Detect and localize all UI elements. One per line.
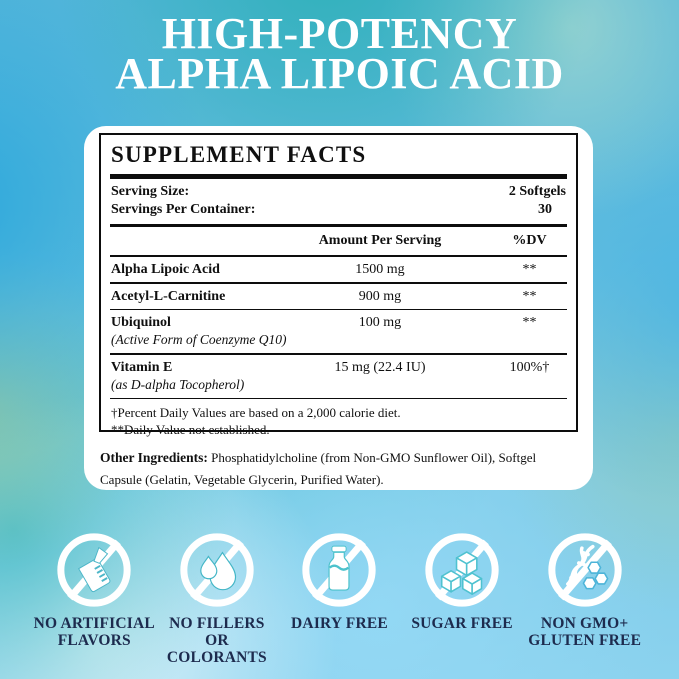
serving-info: Serving Size: 2 Softgels Servings Per Co… [110, 179, 567, 224]
badge-label: SUGAR FREE [411, 615, 513, 632]
milk-bottle-crossed-icon [302, 533, 377, 607]
badge-dairy-free: DAIRY FREE [278, 531, 401, 666]
table-row: Vitamin E 15 mg (22.4 IU) 100%† (as D-al… [110, 355, 567, 398]
divider-medium [110, 224, 567, 227]
footnote-daily-values: †Percent Daily Values are based on a 2,0… [111, 405, 401, 420]
divider-thin [110, 308, 567, 310]
ingredient-subtext: (as D-alpha Tocopherol) [111, 376, 245, 392]
divider-thick [110, 174, 567, 179]
serving-size-row: Serving Size: 2 Softgels [111, 183, 566, 201]
other-ingredients-text: Phosphatidylcholine (from Non-GMO Sunflo… [100, 450, 537, 487]
badge-sugar-free: SUGAR FREE [401, 531, 524, 666]
servings-per-container-row: Servings Per Container: 30 [111, 201, 566, 219]
ingredient-dv: ** [522, 315, 537, 330]
column-header-row: Amount Per Serving %DV [110, 227, 567, 255]
ingredient-amount: 1500 mg [355, 262, 405, 277]
sugar-cubes-crossed-icon [425, 533, 499, 607]
feature-badges-row: NO ARTIFICIAL FLAVORS NO FILLERS OR COLO… [33, 531, 646, 666]
supplement-facts-card: SUPPLEMENT FACTS Serving Size: 2 Softgel… [84, 126, 593, 490]
ingredient-name: Ubiquinol [111, 315, 171, 330]
ingredient-name: Alpha Lipoic Acid [111, 262, 220, 277]
divider-thin [110, 397, 567, 399]
divider-medium [110, 254, 567, 257]
footnotes: †Percent Daily Values are based on a 2,0… [110, 399, 567, 442]
ingredient-dv: 100%† [509, 359, 550, 375]
ingredient-subtext: (Active Form of Coenzyme Q10) [111, 332, 287, 347]
divider-thin [110, 282, 567, 284]
ingredient-name: Vitamin E [111, 359, 173, 375]
column-spacer [110, 233, 268, 249]
product-title: HIGH-POTENCY ALPHA LIPOIC ACID [0, 9, 679, 98]
other-ingredients: Other Ingredients: Phosphatidylcholine (… [84, 438, 593, 491]
ingredient-amount: 15 mg (22.4 IU) [334, 359, 426, 375]
column-dv: %DV [512, 232, 547, 248]
ingredient-amount: 900 mg [358, 288, 402, 304]
serving-size-label: Serving Size: [111, 184, 190, 199]
column-amount-per-serving: Amount Per Serving [318, 232, 442, 248]
serving-size-value: 2 Softgels [508, 184, 566, 199]
table-row: Alpha Lipoic Acid 1500 mg ** [110, 257, 567, 282]
facts-heading: SUPPLEMENT FACTS [111, 142, 367, 167]
table-row: Acetyl-L-Carnitine 900 mg ** [110, 284, 567, 309]
badge-no-fillers-or-colorants: NO FILLERS OR COLORANTS [156, 531, 279, 666]
footnote-dv-not-established: **Daily Value not established. [111, 422, 270, 437]
servings-per-container-label: Servings Per Container: [111, 202, 256, 217]
badge-label: DAIRY FREE [291, 615, 388, 632]
badge-label: NO ARTIFICIAL FLAVORS [33, 615, 155, 649]
other-ingredients-label: Other Ingredients: [100, 450, 208, 465]
droplets-crossed-icon [180, 533, 254, 607]
dna-gluten-crossed-icon [548, 533, 622, 607]
measuring-cup-crossed-icon [57, 533, 131, 607]
ingredient-amount: 100 mg [358, 315, 402, 330]
badge-label: NO FILLERS OR COLORANTS [166, 615, 267, 666]
badge-no-artificial-flavors: NO ARTIFICIAL FLAVORS [33, 531, 156, 666]
ingredient-dv: ** [522, 288, 537, 304]
product-title-line2: ALPHA LIPOIC ACID [115, 49, 564, 98]
badge-non-gmo-gluten-free: NON GMO+ GLUTEN FREE [523, 531, 646, 666]
supplement-facts-panel: SUPPLEMENT FACTS Serving Size: 2 Softgel… [99, 133, 578, 437]
ingredient-dv: ** [522, 262, 537, 277]
ingredient-name: Acetyl-L-Carnitine [111, 288, 226, 304]
table-row: Ubiquinol 100 mg ** (Active Form of Coen… [110, 310, 567, 353]
badge-label: NON GMO+ GLUTEN FREE [528, 615, 642, 649]
product-title-line1: HIGH-POTENCY [161, 9, 518, 58]
servings-per-container-value: 30 [538, 202, 552, 217]
divider-thin [110, 353, 567, 355]
